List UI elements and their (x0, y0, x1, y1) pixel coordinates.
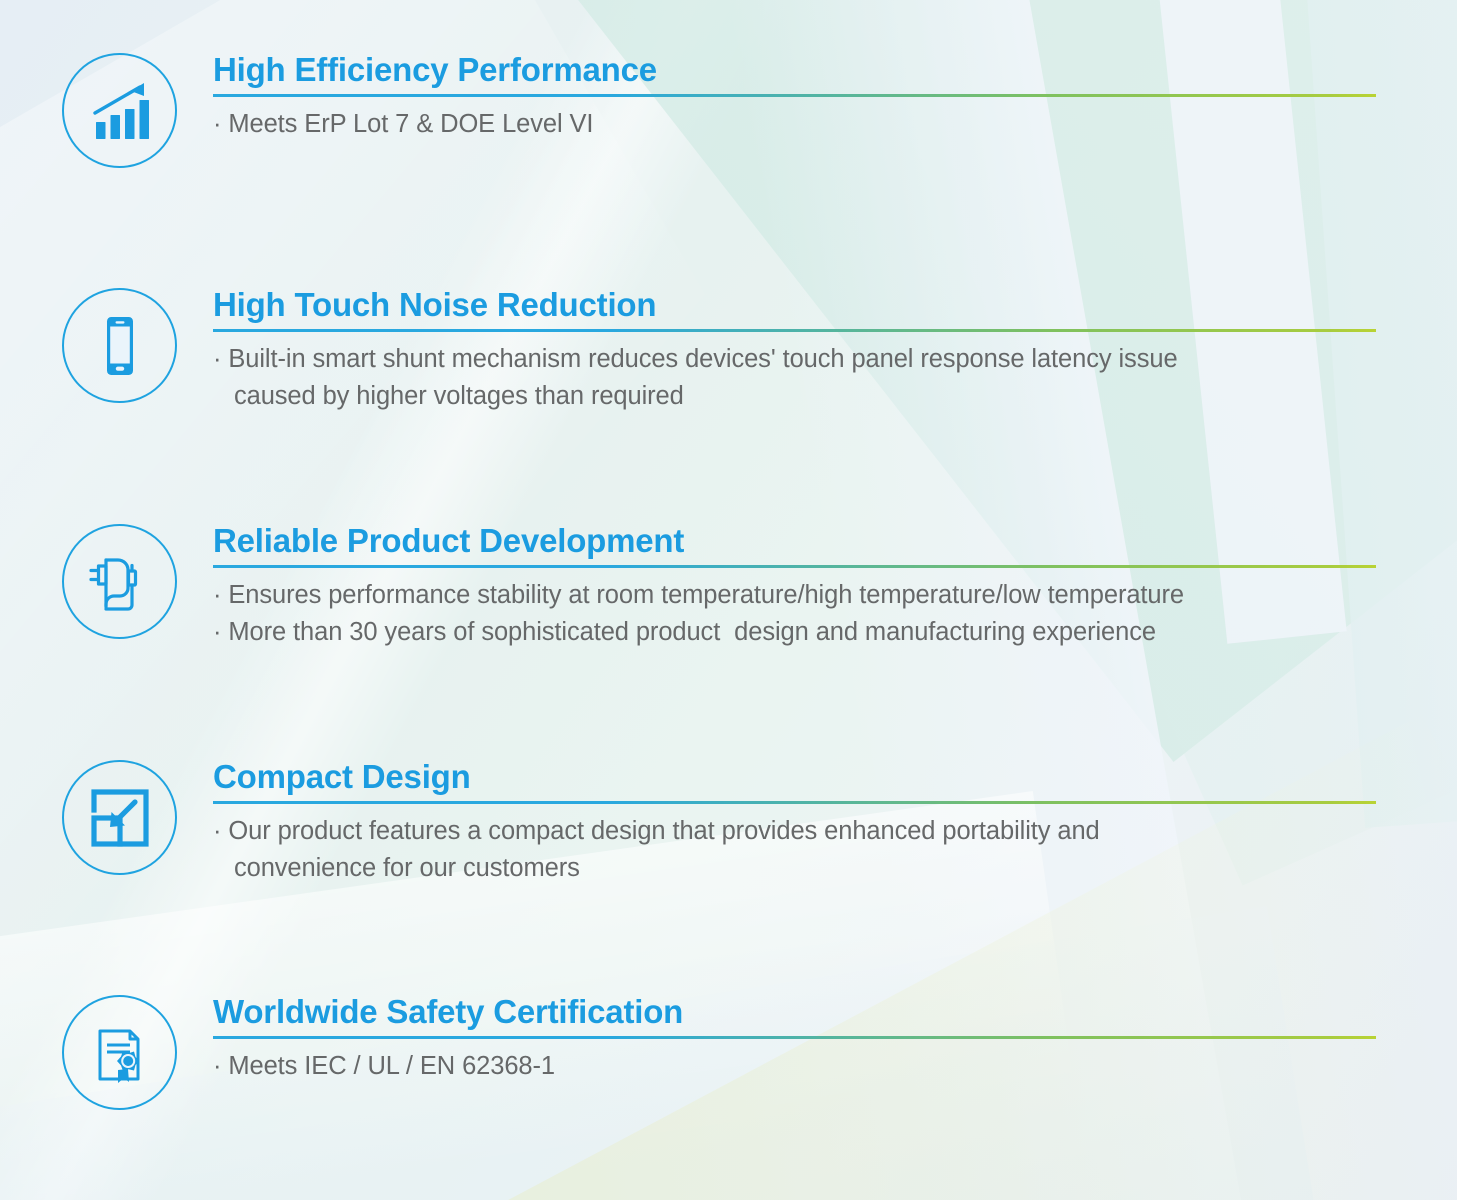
feature-divider (213, 1036, 1376, 1040)
feature-bullet: · Meets ErP Lot 7 & DOE Level VI (213, 110, 594, 139)
feature-title: Compact Design (213, 758, 471, 795)
feature-body: High Touch Noise Reduction · Built-in sm… (213, 286, 1376, 414)
power-adapter-icon (62, 524, 177, 639)
feature-bullet: · More than 30 years of sophisticated pr… (213, 617, 1156, 646)
feature-body: Reliable Product Development · Ensures p… (213, 522, 1376, 650)
smartphone-icon (62, 288, 177, 403)
feature-divider (213, 329, 1376, 333)
feature-title: Reliable Product Development (213, 522, 685, 559)
feature-title: Worldwide Safety Certification (213, 993, 684, 1030)
compact-resize-icon (62, 760, 177, 875)
feature-bullet: · Meets IEC / UL / EN 62368-1 (213, 1052, 555, 1081)
feature-bullet: · Ensures performance stability at room … (213, 581, 1184, 610)
feature-divider (213, 801, 1376, 805)
feature-bullets: · Meets ErP Lot 7 & DOE Level VI (213, 106, 1376, 142)
feature-body: High Efficiency Performance · Meets ErP … (213, 51, 1376, 143)
feature-title: High Touch Noise Reduction (213, 286, 657, 323)
feature-bullet: · Our product features a compact design … (213, 817, 1100, 882)
feature-icon-wrapper (62, 524, 177, 639)
feature-title: High Efficiency Performance (213, 51, 657, 88)
feature-divider (213, 565, 1376, 569)
feature-bullets: · Meets IEC / UL / EN 62368-1 (213, 1048, 1376, 1084)
feature-body: Worldwide Safety Certification · Meets I… (213, 993, 1376, 1085)
feature-icon-wrapper (62, 995, 177, 1110)
feature-bullets: · Built-in smart shunt mechanism reduces… (213, 341, 1376, 413)
feature-bullets: · Our product features a compact design … (213, 813, 1376, 885)
feature-body: Compact Design · Our product features a … (213, 758, 1376, 886)
certificate-seal-icon (62, 995, 177, 1110)
feature-icon-wrapper (62, 53, 177, 168)
feature-bullets: · Ensures performance stability at room … (213, 577, 1376, 649)
growth-bar-chart-icon (62, 53, 177, 168)
feature-icon-wrapper (62, 760, 177, 875)
feature-icon-wrapper (62, 288, 177, 403)
feature-bullet: · Built-in smart shunt mechanism reduces… (213, 345, 1178, 410)
feature-divider (213, 94, 1376, 98)
